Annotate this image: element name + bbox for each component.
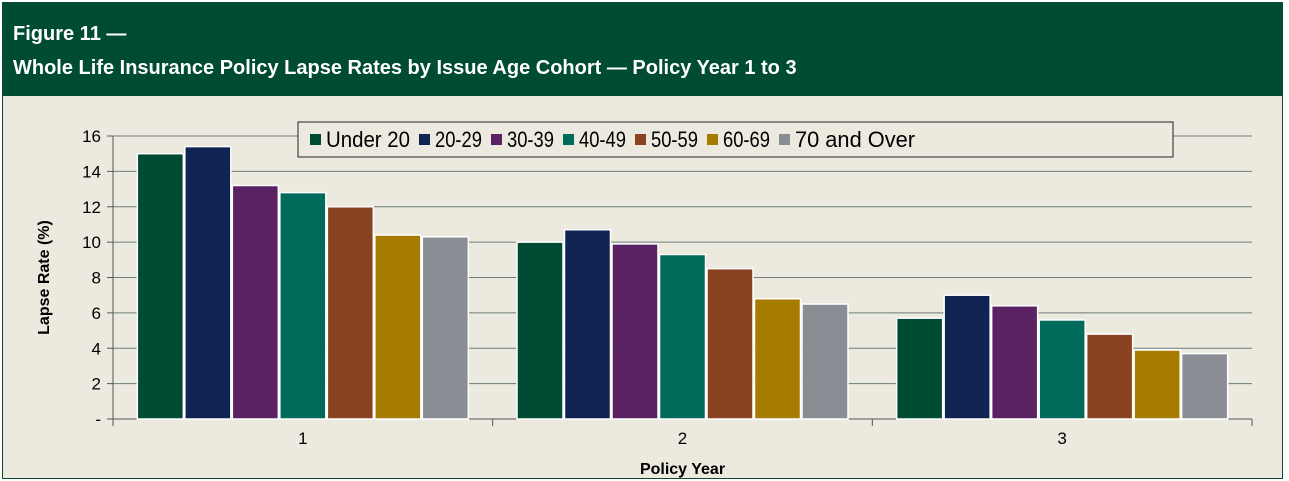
y-tick-label: 16 [82,127,101,146]
legend-swatch [491,134,502,145]
bar [1085,333,1134,420]
figure-label: Figure 11 — [13,23,127,45]
legend-label: 20-29 [435,127,482,152]
y-axis-title: Lapse Rate (%) [36,220,53,335]
bar [706,267,754,420]
x-tick-label: 1 [298,429,307,448]
bar [279,191,327,420]
legend-label: Under 20 [326,127,410,152]
bar [184,145,232,420]
bar [611,243,659,420]
x-axis-title: Policy Year [640,461,725,478]
figure-header: Figure 11 — Whole Life Insurance Policy … [3,3,1282,96]
bar [421,236,470,420]
legend-label: 50-59 [651,127,698,152]
legend-label: 40-49 [579,127,626,152]
legend-label: 60-69 [723,127,770,152]
y-tick-label: 12 [82,198,101,217]
legend-box [297,121,1174,158]
bar [374,234,422,420]
y-tick-label: 4 [92,339,101,358]
bar [895,317,944,420]
y-tick-label: - [95,410,101,429]
bar [943,294,991,420]
y-tick-label: 6 [92,304,101,323]
legend-swatch [635,134,646,145]
legend-swatch [563,134,574,145]
bar [753,297,802,420]
bar [1180,352,1229,420]
legend-swatch [779,134,790,145]
x-tick-label: 2 [678,429,687,448]
legend-swatch [707,134,718,145]
y-tick-label: 14 [82,162,101,181]
bar [990,305,1039,420]
y-tick-label: 8 [92,269,101,288]
bar [231,184,280,420]
legend-swatch [419,134,430,145]
bar [658,253,707,420]
bar [563,228,612,420]
bar [1133,349,1181,420]
y-tick-label: 2 [92,375,101,394]
legend-label: 70 and Over [795,127,915,152]
legend-swatch [310,134,321,145]
x-tick-label: 3 [1057,429,1066,448]
legend-label: 30-39 [507,127,554,152]
bar [136,152,185,420]
bar [326,206,375,420]
bar [801,303,849,420]
figure-title: Whole Life Insurance Policy Lapse Rates … [13,57,797,79]
bar [1038,319,1086,420]
bar [516,241,564,420]
y-tick-label: 10 [82,233,101,252]
